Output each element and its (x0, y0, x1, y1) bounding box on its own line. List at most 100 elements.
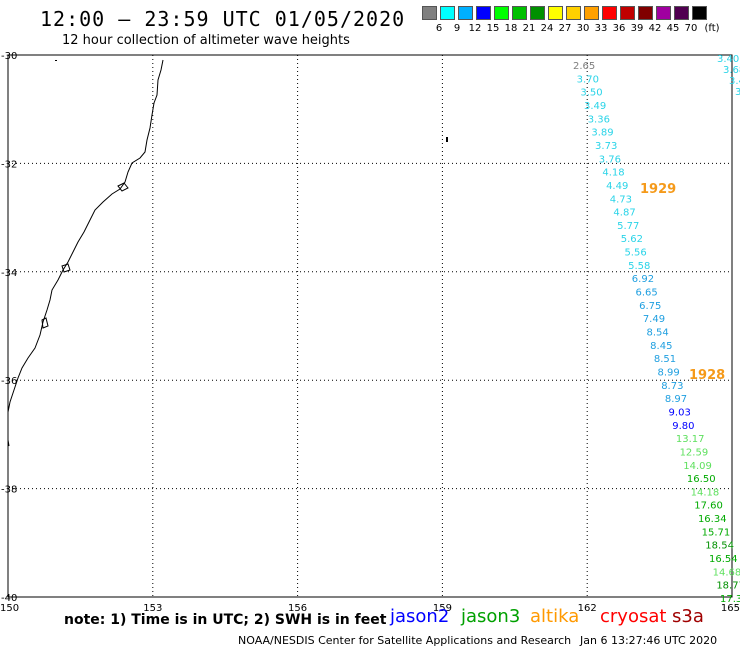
scale-label: 6 (435, 23, 443, 34)
wave-height-label: 8.45 (650, 341, 672, 352)
wave-height-label: 17.31 (720, 594, 740, 605)
wave-height-label: 15.71 (702, 527, 731, 538)
scale-swatch (422, 6, 437, 20)
scale-swatch (566, 6, 581, 20)
legend-jason2: jason2 (390, 606, 450, 627)
scale-unit: (ft) (704, 23, 720, 34)
scale-swatch (674, 6, 689, 20)
scale-swatch (584, 6, 599, 20)
wave-height-label: 12.59 (680, 447, 709, 458)
scale-swatch (512, 6, 527, 20)
scale-label: 30 (576, 23, 590, 34)
lat-label: -30 (1, 51, 17, 62)
wave-height-label: 18.77 (716, 581, 740, 592)
scale-swatch (638, 6, 653, 20)
coastline-fragment (7, 439, 10, 447)
lon-label: 165 (721, 603, 740, 614)
wave-height-label: 13.17 (676, 434, 705, 445)
scale-swatch (602, 6, 617, 20)
lat-label: -40 (1, 593, 17, 604)
coastline-inlet (61, 263, 71, 273)
lon-label: 162 (578, 603, 597, 614)
wave-height-label: 8.54 (647, 328, 669, 339)
wave-height-label: 6.92 (632, 274, 654, 285)
wave-height-label: 16.34 (698, 514, 727, 525)
wave-height-label: 17.60 (694, 501, 723, 512)
lat-label: -32 (1, 159, 17, 170)
wave-height-label-secondary: 3.4 (729, 76, 740, 87)
scale-label: 9 (453, 23, 461, 34)
wave-height-label: 2.65 (573, 61, 595, 72)
scale-swatch (692, 6, 707, 20)
island-mark (55, 60, 57, 61)
wave-height-label: 18.54 (705, 541, 734, 552)
wave-height-label-secondary: 3.40 (717, 54, 739, 65)
wave-height-label: 4.18 (602, 168, 624, 179)
lon-label: 156 (288, 603, 307, 614)
scale-label: 39 (630, 23, 644, 34)
wave-height-label: 6.65 (635, 288, 657, 299)
wave-height-label: 8.51 (654, 354, 676, 365)
legend-s3a: s3a (672, 606, 704, 627)
wave-height-label: 16.54 (709, 554, 738, 565)
scale-swatch (620, 6, 635, 20)
island-mark (446, 137, 448, 142)
lat-label: -34 (1, 268, 17, 279)
wave-height-label: 3.36 (588, 114, 610, 125)
scale-label: 33 (594, 23, 608, 34)
lat-label: -36 (1, 376, 17, 387)
scale-label: 45 (666, 23, 680, 34)
wave-height-label: 14.18 (691, 487, 720, 498)
generation-timestamp: Jan 6 13:27:46 UTC 2020 (580, 634, 718, 647)
wave-height-label: 8.97 (665, 394, 687, 405)
map-frame (7, 54, 733, 598)
scale-label: 36 (612, 23, 626, 34)
credit-line: NOAA/NESDIS Center for Satellite Applica… (238, 634, 572, 647)
scale-label: 24 (540, 23, 554, 34)
wave-height-label: 8.73 (661, 381, 683, 392)
lon-label: 150 (0, 603, 19, 614)
wave-height-label: 3.50 (580, 88, 602, 99)
scale-label: 70 (684, 23, 698, 34)
wave-height-label-secondary: 3 (735, 87, 740, 98)
wave-height-label: 5.56 (624, 248, 646, 259)
wave-height-label: 5.58 (628, 261, 650, 272)
legend-cryosat: cryosat (600, 606, 667, 627)
scale-swatch (656, 6, 671, 20)
scale-label: 27 (558, 23, 572, 34)
scale-label: 12 (468, 23, 482, 34)
scale-label: 15 (486, 23, 500, 34)
coastline-inlet (41, 317, 49, 329)
coastline-inlet (117, 182, 129, 192)
map-subtitle: 12 hour collection of altimeter wave hei… (62, 33, 350, 48)
scale-swatch (476, 6, 491, 20)
scale-swatch (440, 6, 455, 20)
wave-height-label: 6.75 (639, 301, 661, 312)
scale-label: 18 (504, 23, 518, 34)
scale-label: 21 (522, 23, 536, 34)
wave-height-label: 4.49 (606, 181, 628, 192)
wave-height-label: 14.09 (683, 461, 712, 472)
wave-height-label: 3.73 (595, 141, 617, 152)
scale-swatch (458, 6, 473, 20)
legend-jason3: jason3 (461, 606, 521, 627)
footer-note: note: 1) Time is in UTC; 2) SWH is in fe… (64, 612, 387, 628)
coastline (7, 59, 164, 413)
lon-label: 153 (143, 603, 162, 614)
scale-swatch (548, 6, 563, 20)
wave-height-label: 3.76 (599, 154, 621, 165)
scale-swatch (530, 6, 545, 20)
wave-height-label: 5.62 (621, 234, 643, 245)
wave-height-label: 9.80 (672, 421, 694, 432)
wave-height-label: 4.73 (610, 194, 632, 205)
lon-label: 159 (433, 603, 452, 614)
wave-height-label: 14.68 (713, 567, 740, 578)
wave-height-label: 16.50 (687, 474, 716, 485)
wave-height-label: 3.89 (591, 128, 613, 139)
wave-height-label: 5.77 (617, 221, 639, 232)
scale-label: 42 (648, 23, 662, 34)
track-id-label: 1928 (689, 368, 725, 383)
wave-height-label: 3.49 (584, 101, 606, 112)
wave-height-label: 8.99 (658, 367, 680, 378)
